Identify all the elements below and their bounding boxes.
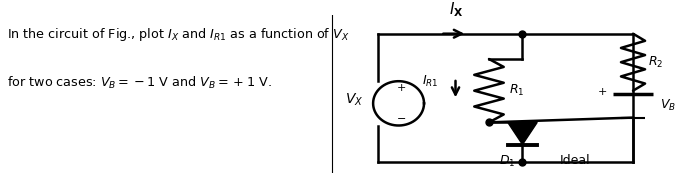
Text: $V_X$: $V_X$ — [345, 92, 363, 108]
Text: Ideal: Ideal — [559, 154, 590, 167]
Text: for two cases: $V_B = -1$ V and $V_B = +1$ V.: for two cases: $V_B = -1$ V and $V_B = +… — [7, 75, 271, 91]
Text: $D_1$: $D_1$ — [500, 154, 516, 169]
Text: +: + — [598, 87, 607, 97]
Text: In the circuit of Fig., plot $I_X$ and $I_{R1}$ as a function of $V_X$: In the circuit of Fig., plot $I_X$ and $… — [7, 26, 349, 43]
Text: $R_2$: $R_2$ — [647, 55, 663, 70]
Text: −: − — [397, 114, 407, 124]
Text: $\mathit{I}_{R1}$: $\mathit{I}_{R1}$ — [422, 74, 439, 89]
Text: $V_B$: $V_B$ — [660, 98, 676, 113]
Text: +: + — [397, 83, 407, 93]
Text: $\mathit{I}_\mathbf{X}$: $\mathit{I}_\mathbf{X}$ — [449, 1, 463, 19]
Text: −: − — [606, 114, 616, 124]
Text: $R_1$: $R_1$ — [509, 83, 525, 98]
Polygon shape — [508, 122, 537, 144]
